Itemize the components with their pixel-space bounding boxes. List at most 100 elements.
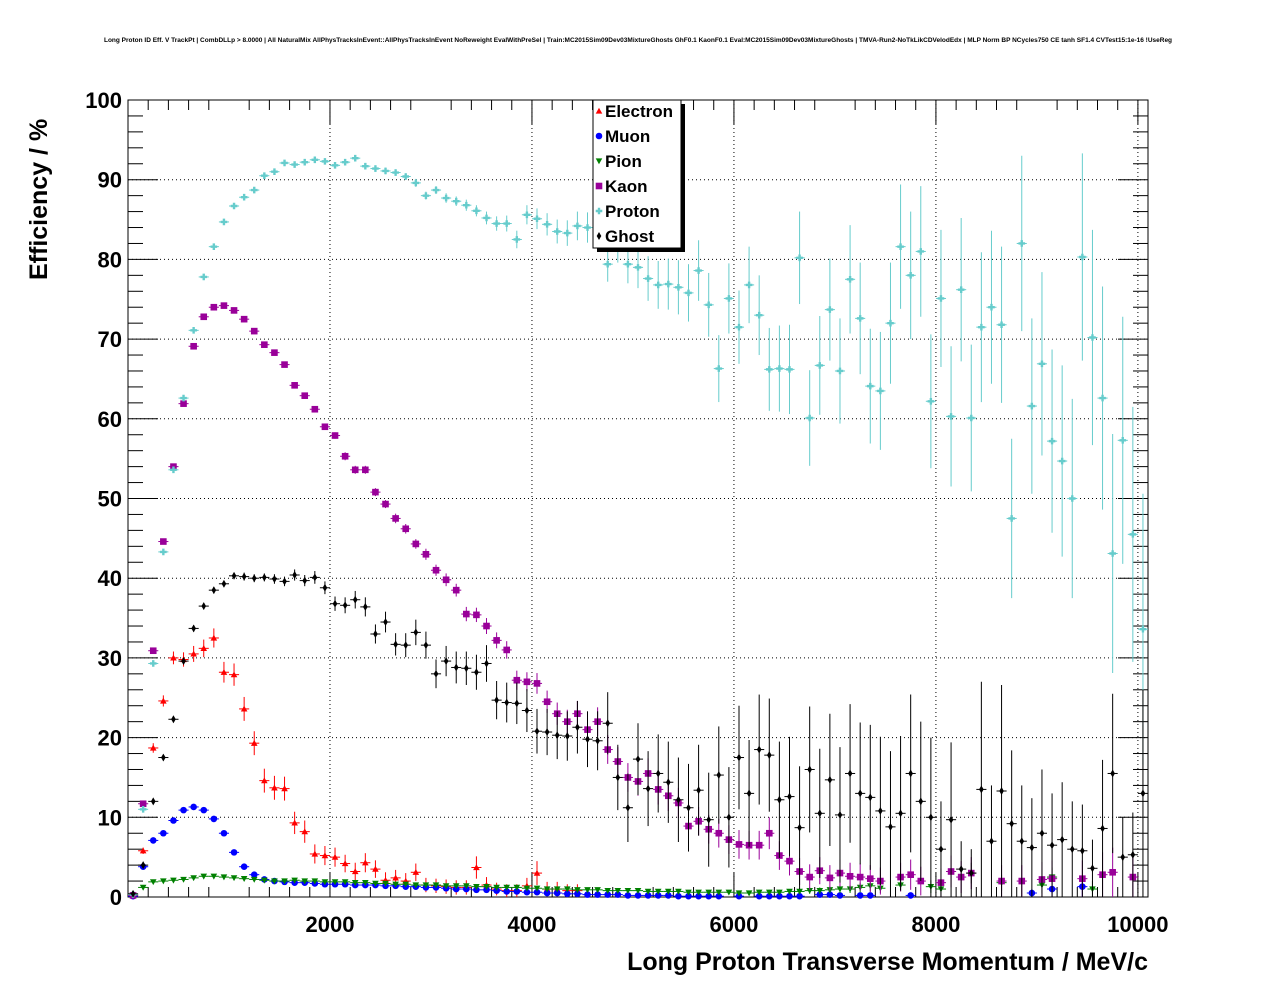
data-point-ghost	[615, 773, 621, 782]
data-point-muon	[765, 892, 773, 900]
data-point-ghost	[373, 630, 378, 638]
data-point-ghost	[423, 641, 429, 650]
data-point-pion	[422, 882, 430, 889]
data-point-proton	[1139, 625, 1147, 633]
data-point-ghost	[1019, 837, 1025, 846]
data-point-electron	[210, 634, 218, 641]
data-point-proton	[463, 201, 470, 209]
data-point-pion	[210, 873, 218, 880]
data-layer	[128, 153, 1148, 900]
data-point-ghost	[130, 889, 136, 898]
data-point-kaon	[907, 871, 914, 878]
data-point-proton	[1008, 515, 1015, 522]
data-point-proton	[584, 224, 591, 231]
data-point-kaon	[755, 841, 763, 849]
data-point-proton	[523, 211, 531, 219]
data-point-proton	[493, 220, 500, 227]
data-point-proton	[856, 315, 864, 322]
data-point-kaon	[543, 698, 551, 706]
data-point-proton	[725, 295, 733, 302]
data-point-electron	[473, 864, 480, 871]
data-point-pion	[250, 876, 258, 883]
data-point-electron	[230, 671, 238, 678]
data-point-muon	[564, 890, 571, 898]
data-point-ghost	[363, 602, 368, 611]
data-point-proton	[250, 186, 258, 194]
data-point-electron	[139, 847, 147, 854]
y-tick-label: 80	[98, 247, 122, 272]
data-point-kaon	[351, 466, 359, 474]
data-point-pion	[594, 887, 601, 894]
data-point-kaon	[139, 800, 147, 808]
x-tick-label: 8000	[911, 912, 960, 937]
data-point-proton	[786, 366, 793, 373]
data-point-ghost	[716, 771, 722, 780]
data-point-proton	[735, 323, 743, 331]
data-point-proton	[644, 275, 652, 282]
data-point-ghost	[878, 806, 883, 815]
data-point-electron	[331, 853, 339, 860]
data-point-ghost	[221, 579, 227, 588]
data-point-proton	[412, 179, 420, 187]
data-point-pion	[533, 885, 541, 892]
data-point-electron	[362, 859, 369, 866]
data-point-ghost	[453, 663, 459, 672]
data-point-proton	[664, 280, 672, 288]
data-point-proton	[917, 248, 925, 255]
data-point-ghost	[777, 795, 782, 804]
data-point-ghost	[474, 668, 479, 677]
data-point-muon	[866, 892, 874, 899]
data-point-pion	[675, 888, 682, 895]
data-point-ghost	[393, 640, 398, 649]
data-point-muon	[523, 888, 531, 896]
data-point-proton	[634, 264, 642, 271]
data-point-proton	[210, 243, 218, 250]
legend-marker-kaon	[595, 182, 603, 190]
data-point-electron	[341, 860, 349, 867]
data-point-muon	[220, 829, 228, 837]
data-point-ghost	[999, 787, 1004, 795]
data-point-kaon	[513, 676, 521, 684]
data-point-proton	[321, 158, 329, 165]
data-point-pion	[382, 880, 389, 887]
data-point-proton	[1089, 334, 1096, 341]
data-point-pion	[452, 883, 460, 890]
data-point-muon	[836, 892, 844, 899]
data-point-pion	[816, 887, 824, 894]
data-point-muon	[240, 863, 248, 871]
data-point-proton	[503, 220, 511, 227]
legend-label-electron: Electron	[605, 102, 673, 121]
data-point-muon	[210, 815, 218, 823]
data-point-kaon	[301, 392, 309, 399]
data-point-ghost	[746, 789, 752, 798]
data-point-kaon	[402, 525, 410, 533]
data-point-pion	[190, 875, 197, 882]
data-point-ghost	[847, 769, 853, 778]
data-point-pion	[220, 874, 228, 881]
data-point-ghost	[958, 865, 964, 874]
data-point-muon	[180, 806, 187, 814]
data-point-electron	[240, 705, 248, 712]
data-point-proton	[271, 168, 278, 176]
data-point-ghost	[524, 706, 530, 715]
data-point-kaon	[463, 610, 470, 618]
data-point-proton	[695, 267, 702, 274]
data-point-proton	[341, 158, 349, 166]
data-point-proton	[1068, 495, 1076, 502]
data-point-proton	[826, 306, 834, 313]
data-point-ghost	[544, 728, 550, 736]
data-point-ghost	[231, 571, 237, 580]
data-point-electron	[281, 785, 288, 792]
data-point-ghost	[1130, 850, 1136, 859]
data-point-electron	[200, 645, 208, 651]
data-point-proton	[160, 548, 167, 556]
data-point-proton	[796, 254, 803, 262]
data-point-ghost	[282, 577, 287, 586]
data-point-muon	[695, 892, 702, 900]
y-tick-label: 20	[98, 726, 122, 751]
data-point-ghost	[706, 815, 712, 824]
data-point-ghost	[181, 657, 186, 666]
data-point-muon	[513, 888, 521, 895]
data-point-ghost	[1110, 769, 1115, 778]
data-point-ghost	[504, 698, 510, 707]
